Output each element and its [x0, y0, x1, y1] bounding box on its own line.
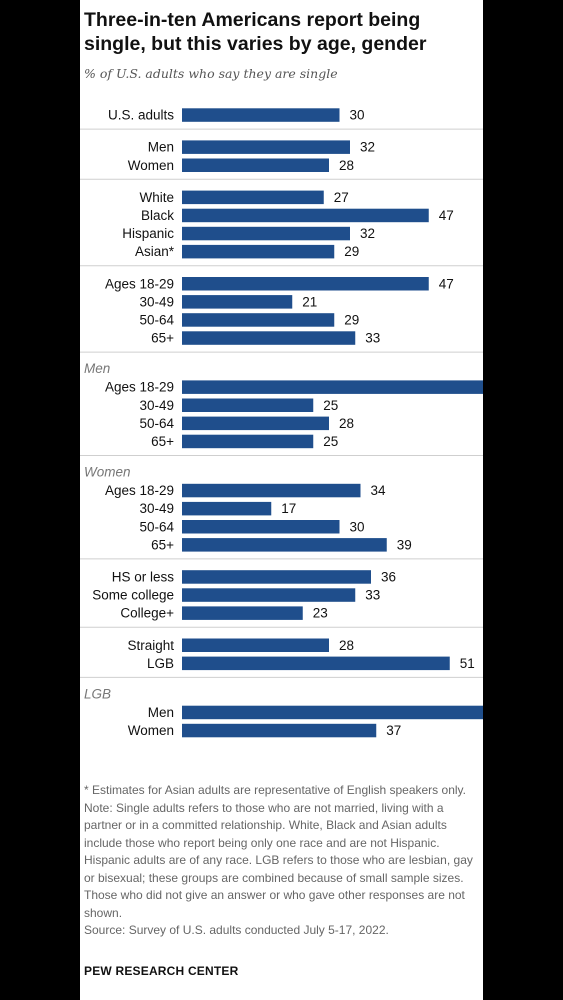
value-label: 17	[281, 501, 296, 516]
category-label: Ages 18-29	[105, 276, 174, 291]
bar	[182, 331, 356, 345]
category-label: 30-49	[139, 398, 174, 413]
value-label: 28	[339, 638, 354, 653]
category-label: College+	[120, 606, 174, 621]
category-label: 50-64	[139, 519, 174, 534]
bar	[182, 295, 293, 309]
category-label: Women	[128, 723, 174, 738]
value-label: 33	[365, 331, 380, 346]
source-note: Source: Survey of U.S. adults conducted …	[84, 923, 389, 937]
category-label: 65+	[151, 434, 174, 449]
bar	[182, 483, 361, 498]
category-label: Hispanic	[122, 226, 174, 241]
value-label: 32	[360, 140, 375, 155]
bar	[182, 705, 483, 720]
bar	[182, 380, 483, 394]
category-label: Men	[148, 705, 174, 720]
bar	[182, 398, 314, 412]
value-label: 29	[344, 312, 359, 327]
bar	[182, 588, 356, 602]
bar	[182, 656, 450, 671]
bar	[182, 723, 377, 738]
value-label: 25	[323, 398, 338, 413]
bar	[182, 158, 329, 172]
bar	[182, 244, 335, 259]
category-label: HS or less	[112, 569, 175, 584]
bar	[182, 570, 371, 584]
category-label: Ages 18-29	[105, 380, 174, 395]
value-label: 47	[439, 276, 454, 291]
bar	[182, 190, 324, 205]
bar	[182, 606, 303, 620]
bar-chart: U.S. adults 30 Men 32 Women 28 White 27 Black 47 H…	[80, 108, 483, 738]
bar	[182, 108, 340, 122]
value-label: 36	[381, 569, 396, 584]
value-label: 32	[360, 226, 375, 241]
value-label: 47	[439, 208, 454, 223]
category-label: 30-49	[139, 294, 174, 309]
value-label: 27	[334, 190, 349, 205]
value-label: 28	[339, 158, 354, 173]
bar	[182, 501, 272, 516]
bar	[182, 520, 340, 534]
methodology-note: Note: Single adults refers to those who …	[84, 800, 473, 920]
bar	[182, 638, 329, 652]
chart-card: Three-in-ten Americans report being sing…	[80, 0, 483, 1000]
category-label: 65+	[151, 331, 174, 346]
asterisk-note: * Estimates for Asian adults are represe…	[84, 783, 466, 797]
category-label: U.S. adults	[108, 108, 174, 123]
chart-notes: * Estimates for Asian adults are represe…	[84, 782, 482, 940]
organization-name: PEW RESEARCH CENTER	[84, 964, 239, 978]
category-label: Black	[141, 208, 174, 223]
bar	[182, 226, 350, 241]
value-label: 51	[460, 656, 475, 671]
category-label: Ages 18-29	[105, 483, 174, 498]
value-label: 33	[365, 588, 380, 603]
group-header: LGB	[84, 686, 111, 701]
value-label: 23	[313, 606, 328, 621]
bar	[182, 538, 387, 552]
category-label: LGB	[147, 656, 174, 671]
chart-title: Three-in-ten Americans report being sing…	[84, 9, 427, 55]
category-label: 50-64	[139, 312, 174, 327]
category-label: 65+	[151, 537, 174, 552]
chart-subtitle: % of U.S. adults who say they are single	[84, 66, 338, 81]
value-label: 39	[397, 537, 412, 552]
category-label: Some college	[92, 588, 174, 603]
bar	[182, 277, 429, 291]
category-label: 30-49	[139, 501, 174, 516]
group-header: Men	[84, 361, 110, 376]
category-label: Women	[128, 158, 174, 173]
category-label: Straight	[127, 638, 174, 653]
value-label: 29	[344, 244, 359, 259]
bar	[182, 416, 329, 431]
value-label: 25	[323, 434, 338, 449]
category-label: White	[139, 190, 174, 205]
bar	[182, 434, 314, 449]
bar	[182, 313, 335, 327]
value-label: 30	[350, 108, 365, 123]
value-label: 21	[302, 294, 317, 309]
value-label: 30	[350, 519, 365, 534]
value-label: 28	[339, 416, 354, 431]
value-label: 34	[371, 483, 387, 498]
bar	[182, 140, 350, 154]
category-label: 50-64	[139, 416, 174, 431]
category-label: Asian*	[135, 244, 175, 259]
category-label: Men	[148, 140, 174, 155]
value-label: 37	[386, 723, 401, 738]
bar	[182, 208, 429, 223]
group-header: Women	[84, 465, 131, 480]
